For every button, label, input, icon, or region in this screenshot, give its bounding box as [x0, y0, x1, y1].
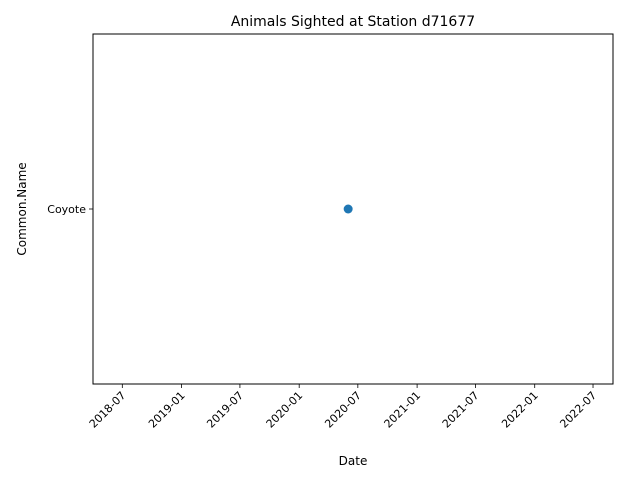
x-tick-label: 2022-01 — [499, 389, 541, 431]
x-axis-label: Date — [339, 454, 368, 468]
plot-area — [92, 33, 614, 385]
y-tick-label: Coyote — [47, 203, 86, 216]
x-tick-label: 2019-07 — [204, 389, 246, 431]
x-tick-label: 2021-01 — [382, 389, 424, 431]
x-tick-label: 2019-01 — [146, 389, 188, 431]
x-tick-label: 2020-07 — [322, 389, 364, 431]
y-axis: Coyote — [47, 203, 93, 216]
x-tick-label: 2020-01 — [264, 389, 306, 431]
y-axis-label: Common.Name — [15, 162, 29, 255]
x-tick-label: 2022-07 — [557, 389, 599, 431]
data-points — [343, 204, 353, 214]
chart-title: Animals Sighted at Station d71677 — [231, 14, 475, 30]
data-point — [343, 204, 353, 214]
x-tick-label: 2018-07 — [87, 389, 129, 431]
x-tick-label: 2021-07 — [440, 389, 482, 431]
x-axis: 2018-07 2019-01 2019-07 2020-01 2020-07 2021-… — [87, 384, 599, 431]
